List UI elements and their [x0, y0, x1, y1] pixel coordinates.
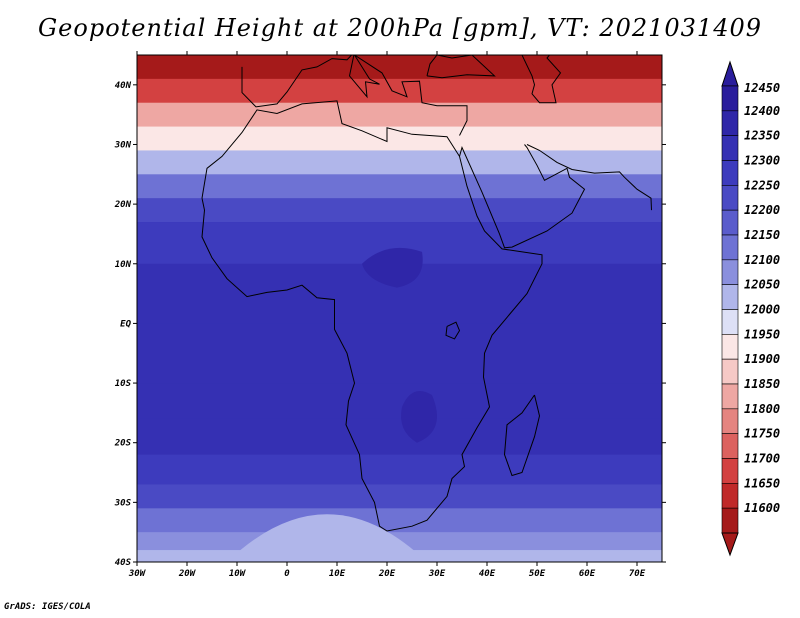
colorbar-label: 12200	[744, 203, 780, 217]
field-band	[137, 174, 662, 199]
lat-label: 40S	[115, 558, 132, 568]
persian-coastline	[526, 144, 652, 211]
colorbar-swatch	[721, 433, 739, 459]
lat-label: 30N	[114, 140, 132, 150]
colorbar-label: 11600	[744, 501, 780, 515]
colorbar-label: 11650	[744, 476, 780, 490]
credit-label: GrADS: IGES/COLA	[4, 602, 91, 612]
black-sea-coastline	[426, 55, 496, 79]
field-band	[137, 198, 662, 223]
field-band	[137, 323, 662, 384]
lat-label: 20N	[114, 200, 132, 210]
field-band	[137, 484, 662, 509]
lon-label: 70E	[629, 569, 646, 579]
colorbar: 12450 12400 12350 12300 12250 12200 12150 12100…	[721, 60, 780, 557]
lake-victoria-coastline	[445, 321, 461, 340]
colorbar-swatch	[721, 408, 739, 434]
plot-frame	[136, 54, 663, 563]
field-band	[137, 55, 662, 80]
colorbar-swatch	[721, 507, 739, 534]
colorbar-swatch	[721, 334, 739, 360]
colorbar-swatch	[721, 284, 739, 310]
field-band	[227, 514, 427, 562]
lon-label: 30E	[428, 569, 446, 579]
colorbar-label: 12100	[744, 253, 780, 267]
lon-axis: 30W 20W 10W 0 10E 20E 30E 40E 50E 60E 70E	[128, 51, 646, 579]
lat-label: 10S	[115, 379, 132, 389]
colorbar-label: 11900	[744, 352, 780, 366]
colorbar-arrow-bottom	[721, 532, 739, 557]
colorbar-swatch	[721, 309, 739, 335]
madagascar-coastline	[503, 394, 541, 477]
colorbar-label: 11700	[744, 452, 780, 466]
arabia-coastline	[459, 144, 586, 249]
lon-label: 60E	[579, 569, 596, 579]
colorbar-swatch	[721, 383, 739, 410]
field-band	[137, 383, 662, 420]
colorbar-swatch	[721, 110, 739, 136]
colorbar-label: 11850	[744, 377, 780, 391]
colorbar-swatch	[721, 209, 739, 236]
field-band	[362, 247, 423, 288]
colorbar-swatch	[721, 135, 739, 161]
colorbar-label: 12250	[744, 178, 780, 192]
colorbar-label: 12150	[744, 228, 780, 242]
colorbar-swatch	[721, 483, 739, 509]
colorbar-label: 11950	[744, 327, 780, 341]
lon-label: 50E	[529, 569, 546, 579]
lon-label: 30W	[128, 569, 147, 579]
field-band	[137, 418, 662, 456]
lat-label: 20S	[114, 439, 132, 449]
colorbar-swatch	[721, 234, 739, 261]
field-band	[137, 102, 662, 128]
colorbar-label: 12000	[744, 303, 780, 317]
lon-label: 40E	[479, 569, 496, 579]
colorbar-label: 12450	[744, 81, 780, 95]
colorbar-label: 11750	[744, 427, 780, 441]
colorbar-label: 12050	[744, 278, 780, 292]
africa-coastline	[201, 100, 543, 532]
field-band	[137, 126, 662, 151]
lon-label: 0	[284, 569, 290, 579]
colorbar-arrow-top	[721, 60, 739, 87]
field-band	[137, 454, 662, 485]
coastlines	[201, 55, 652, 532]
caspian-coastline	[521, 55, 562, 104]
lat-label: EQ	[120, 319, 131, 329]
map-title: Geopotential Height at 200hPa [gpm], VT:…	[38, 14, 762, 42]
colorbar-swatch	[721, 85, 739, 112]
field-band	[137, 150, 662, 175]
lon-label: 20E	[378, 569, 396, 579]
colorbar-label: 12350	[744, 129, 780, 143]
colorbar-swatch	[721, 259, 739, 285]
lon-label: 10W	[229, 569, 247, 579]
colorbar-swatch	[721, 185, 739, 211]
lat-label: 30S	[114, 498, 132, 508]
lon-label: 10E	[329, 569, 346, 579]
field-band	[401, 391, 437, 443]
lat-axis: 40N 30N 20N 10N EQ 10S 20S 30S 40S	[114, 81, 666, 568]
colorbar-label: 12400	[744, 104, 780, 118]
colorbar-swatch	[721, 458, 739, 484]
lon-label: 20W	[178, 569, 197, 579]
colorbar-swatch	[721, 358, 739, 385]
colorbar-swatch	[721, 160, 739, 186]
eurasia-coast-coastline	[241, 55, 468, 136]
colorbar-label: 12300	[744, 154, 780, 168]
lat-label: 40N	[115, 81, 132, 91]
height-field	[137, 55, 662, 562]
colorbar-label: 11800	[744, 402, 780, 416]
lat-label: 10N	[115, 260, 132, 270]
field-band	[137, 78, 662, 104]
